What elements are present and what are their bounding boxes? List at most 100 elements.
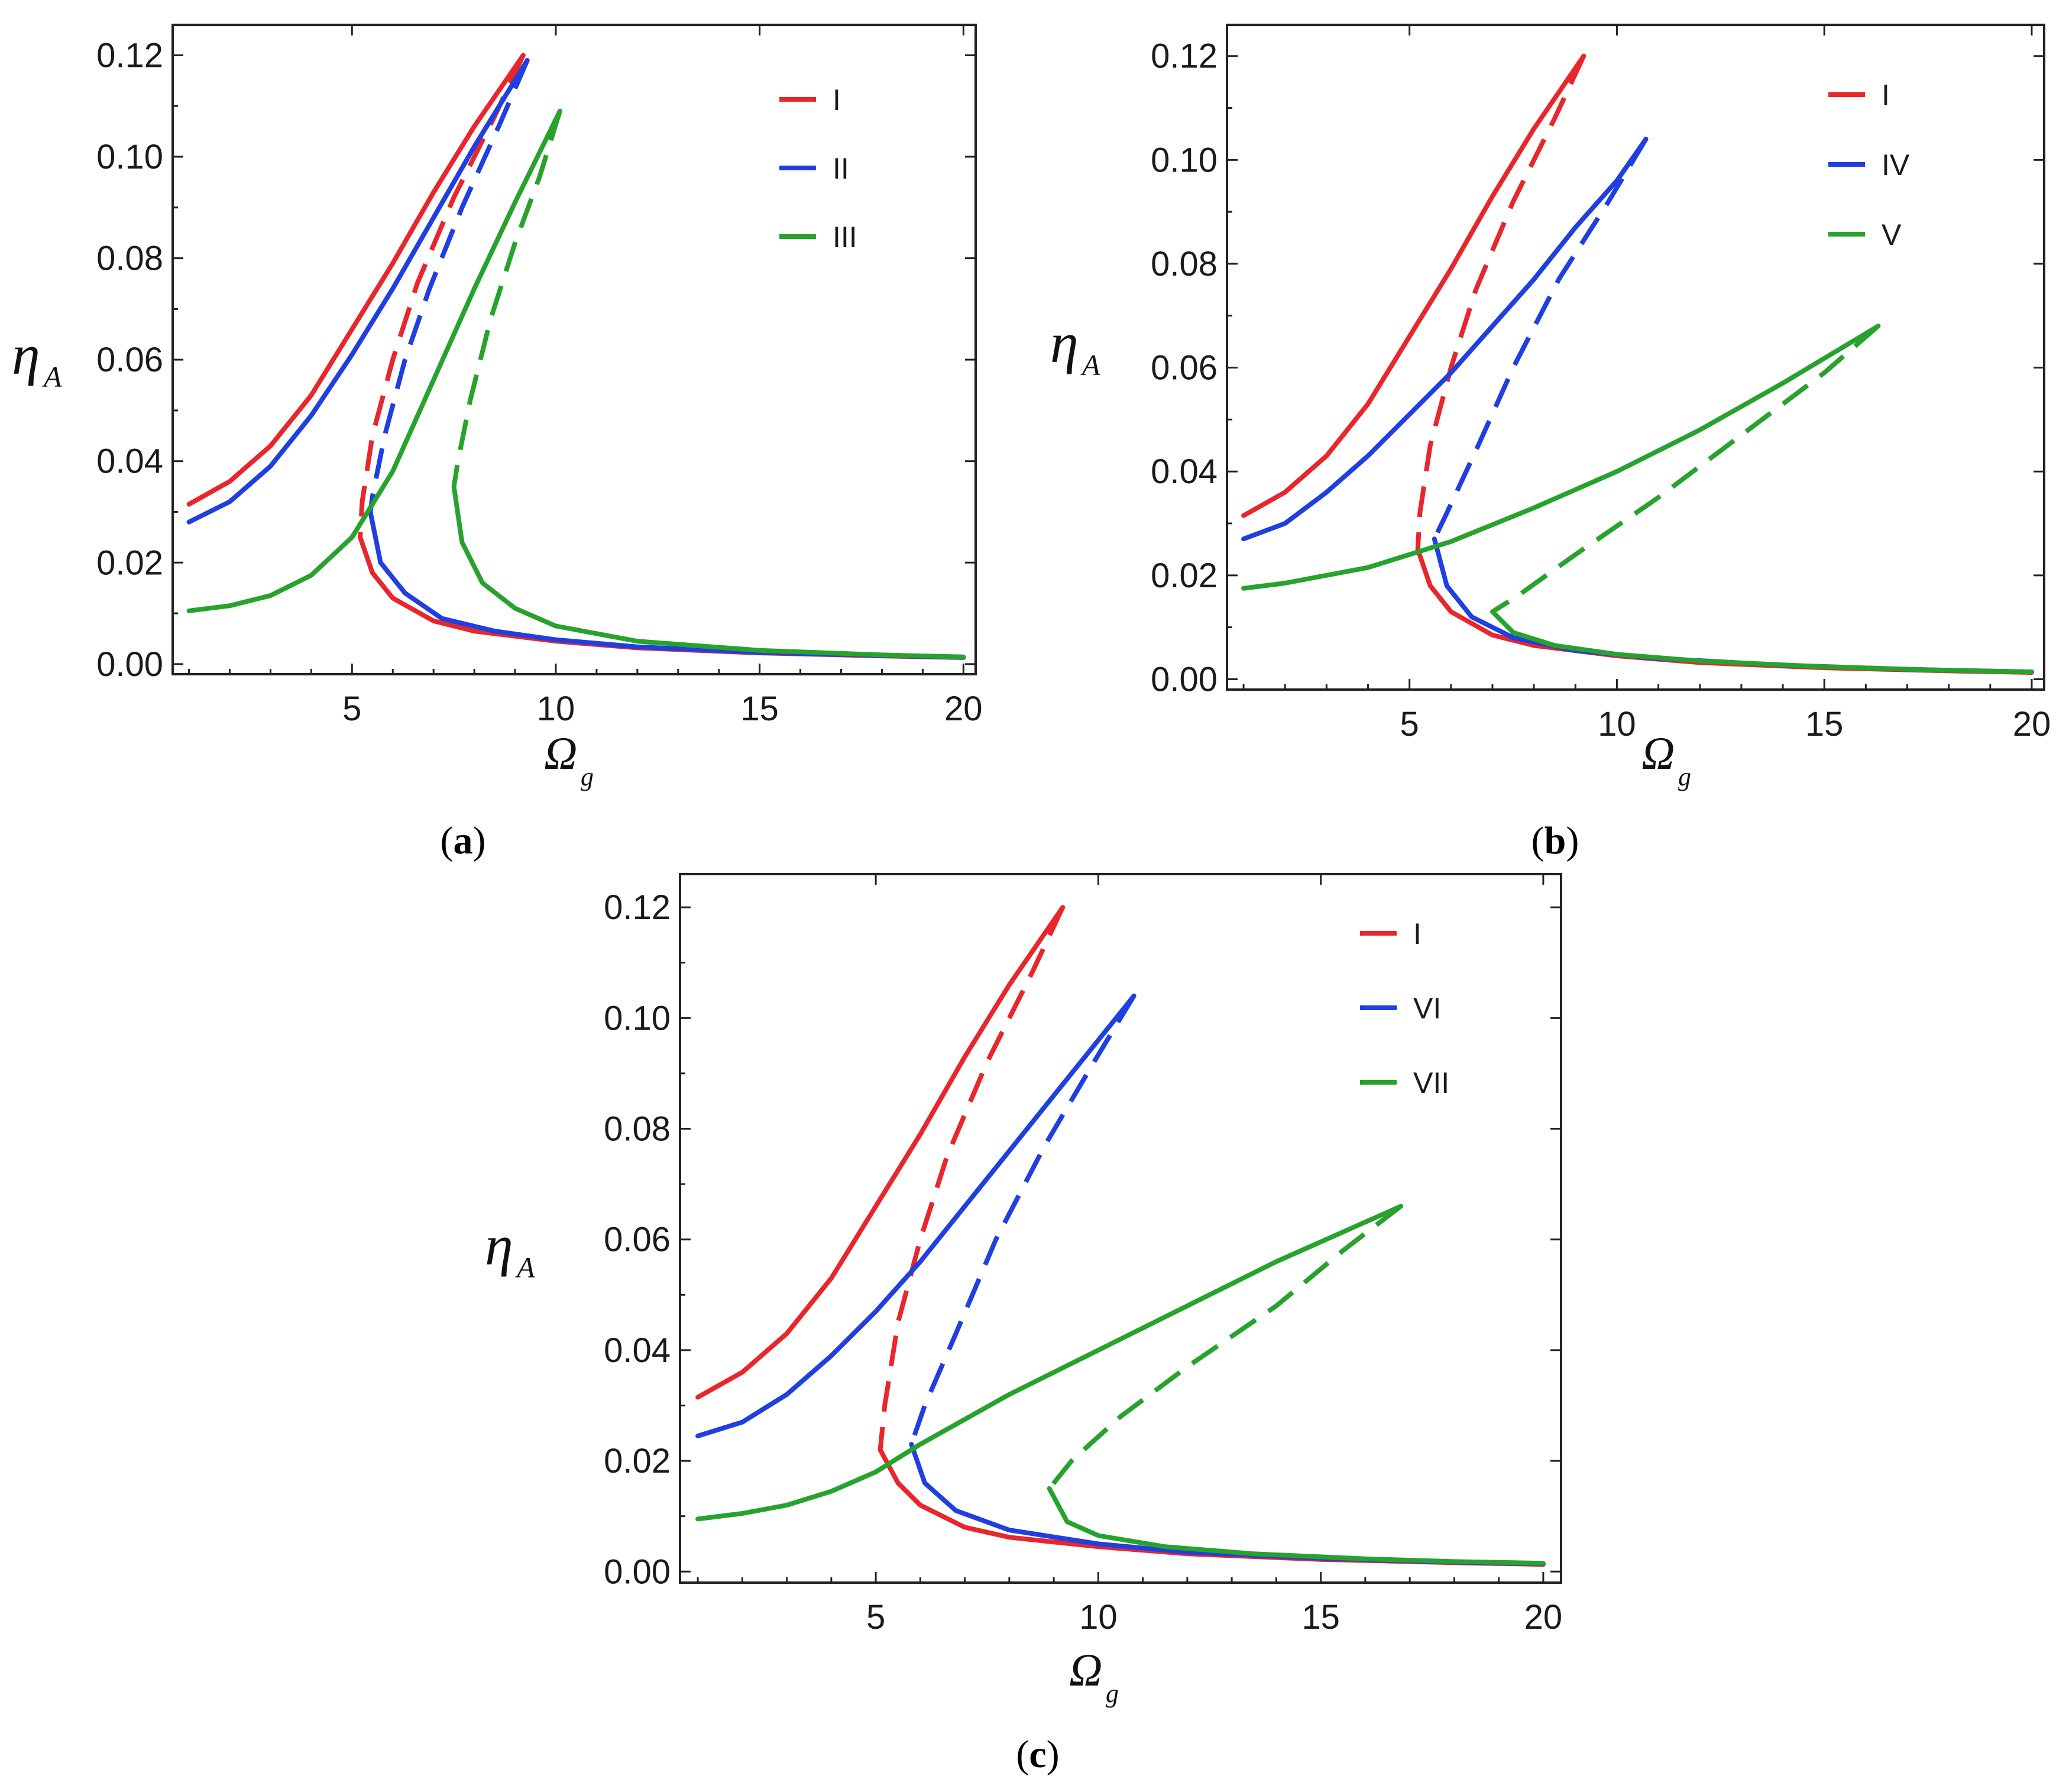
x-tick-label-c-15: 15 (1301, 1598, 1340, 1636)
chart-panel-c: 5 10 15 20 0.00 0.02 0.04 0.06 0.08 0.10 0.12 I VI VI… (485, 873, 1562, 1776)
series-vi-stable-lower-line-c (909, 1442, 1546, 1567)
plot-area-b: 5 10 15 20 0.00 0.02 0.04 0.06 0.08 0.10 0.12 I IV V (1151, 25, 2051, 743)
y-tick-label-a-4: 0.08 (96, 240, 163, 278)
x-tick-label-a-15: 15 (740, 690, 779, 728)
y-axis-subscript-c: A (515, 1251, 535, 1284)
series-i-stable-lower-line-b (1415, 546, 2034, 675)
x-tick-label-b-10: 10 (1598, 705, 1636, 743)
series-i-stable-lower-line-c (878, 1447, 1546, 1567)
legend-label-i-c: I (1413, 917, 1422, 950)
legend-label-vi-c: VI (1413, 992, 1441, 1025)
y-axis-symbol-b: η (1050, 311, 1079, 374)
series-i-unstable-line-a (358, 54, 526, 538)
series-iv-unstable-line-b (1432, 138, 1648, 541)
y-tick-label-a-3: 0.06 (96, 341, 163, 379)
plot-frame-b (1226, 24, 2045, 691)
series-group-a (186, 53, 966, 660)
y-tick-label-c-1: 0.02 (604, 1442, 671, 1480)
legend-label-ii-a: II (833, 152, 849, 185)
series-iii-stable-upper-line-a (186, 108, 562, 613)
x-axis-symbol-a: Ω (544, 727, 577, 779)
series-i-stable-upper-line-c (695, 905, 1066, 1400)
x-axis-label-a: Ω g (544, 727, 594, 791)
y-tick-label-c-2: 0.04 (604, 1331, 671, 1370)
y-tick-label-c-3: 0.06 (604, 1221, 671, 1259)
caption-b: (b) (1531, 819, 1579, 862)
x-axis-subscript-c: g (1106, 1679, 1119, 1708)
x-tick-label-c-5: 5 (866, 1598, 885, 1636)
series-ii-unstable-line-a (368, 59, 530, 513)
x-axis-subscript-b: g (1678, 762, 1691, 791)
y-tick-label-b-0: 0.00 (1151, 660, 1218, 698)
series-ii-stable-upper-line-a (186, 58, 530, 525)
series-vii-unstable-line-c (1047, 1204, 1403, 1490)
y-axis-label-b: η A (1050, 311, 1100, 381)
x-tick-label-a-5: 5 (342, 690, 361, 728)
series-i-stable-upper-line-a (186, 53, 526, 507)
chart-panel-b: 5 10 15 200.000.020.040.060.080.100.12IIVV … (1050, 24, 2051, 862)
series-i-unstable-line-b (1415, 55, 1586, 550)
y-tick-label-a-5: 0.10 (96, 138, 163, 176)
series-vii-stable-lower-line-c (1047, 1486, 1546, 1566)
caption-a: (a) (441, 819, 486, 862)
chart-panel-a: 5 10 15 200.000.020.040.060.080.100.12IIIII… (12, 24, 983, 862)
series-vi-stable-upper-line-c (695, 993, 1137, 1438)
plot-area-c: 5 10 15 20 0.00 0.02 0.04 0.06 0.08 0.10 0.12 I VI VI… (604, 874, 1562, 1636)
series-v-stable-upper-line-b (1241, 324, 1881, 591)
series-i-stable-upper-line-b (1241, 53, 1586, 518)
x-tick-label-b-15: 15 (1805, 705, 1844, 743)
y-tick-label-b-4: 0.08 (1151, 245, 1218, 283)
legend-label-iv-b: IV (1882, 148, 1910, 182)
x-tick-label-c-20: 20 (1524, 1598, 1563, 1636)
y-axis-label-c: η A (485, 1214, 535, 1284)
series-vi-unstable-line-c (909, 994, 1137, 1445)
series-vii-stable-upper-line-c (695, 1204, 1404, 1522)
y-tick-label-b-6: 0.12 (1151, 37, 1218, 76)
series-i-stable-lower-line-a (358, 535, 966, 660)
x-tick-label-a-20: 20 (944, 690, 983, 728)
x-tick-label-b-5: 5 (1400, 705, 1419, 743)
y-tick-label-b-1: 0.02 (1151, 557, 1218, 595)
series-iv-stable-lower-line-b (1432, 536, 2034, 675)
legend-label-iii-a: III (833, 221, 857, 254)
y-tick-label-c-4: 0.08 (604, 1110, 671, 1149)
legend-label-vii-c: VII (1413, 1066, 1449, 1099)
caption-c: (c) (1016, 1733, 1059, 1776)
series-group-c (695, 905, 1546, 1567)
y-tick-label-b-3: 0.06 (1151, 349, 1218, 387)
series-v-stable-lower-line-b (1490, 609, 2034, 675)
legend-label-i-b: I (1882, 79, 1890, 112)
legend-label-i-a: I (833, 83, 841, 117)
y-tick-label-a-0: 0.00 (96, 645, 163, 684)
legend-label-v-b: V (1882, 218, 1902, 251)
y-tick-label-b-2: 0.04 (1151, 452, 1218, 491)
y-tick-label-b-5: 0.10 (1151, 141, 1218, 179)
y-tick-label-c-0: 0.00 (604, 1552, 671, 1591)
x-axis-symbol-b: Ω (1641, 727, 1675, 779)
x-axis-symbol-c: Ω (1069, 1644, 1102, 1696)
y-axis-label-a: η A (12, 323, 62, 393)
series-v-unstable-line-b (1491, 324, 1880, 614)
series-iv-stable-upper-line-b (1241, 137, 1649, 542)
y-tick-label-c-6: 0.12 (604, 888, 671, 927)
y-axis-subscript-b: A (1080, 348, 1100, 381)
series-group-b (1241, 53, 2034, 675)
y-tick-label-c-5: 0.10 (604, 999, 671, 1037)
series-i-unstable-line-c (878, 906, 1065, 1450)
x-tick-label-b-20: 20 (2013, 705, 2051, 743)
x-tick-label-a-10: 10 (537, 690, 575, 728)
y-tick-label-a-2: 0.04 (96, 442, 163, 481)
y-tick-label-a-1: 0.02 (96, 544, 163, 582)
x-axis-subscript-a: g (581, 762, 594, 791)
plot-area-a: 5 10 15 200.000.020.040.060.080.100.12IIIII… (96, 25, 983, 728)
y-axis-symbol-a: η (12, 323, 40, 386)
series-iii-unstable-line-a (451, 110, 562, 487)
series-iii-stable-lower-line-a (451, 484, 966, 659)
plot-frame-c (679, 873, 1562, 1584)
y-axis-symbol-c: η (485, 1214, 513, 1277)
y-axis-subscript-a: A (42, 360, 62, 393)
x-axis-label-b: Ω g (1641, 727, 1691, 791)
plot-frame-a (171, 24, 977, 675)
x-axis-label-c: Ω g (1069, 1644, 1119, 1708)
